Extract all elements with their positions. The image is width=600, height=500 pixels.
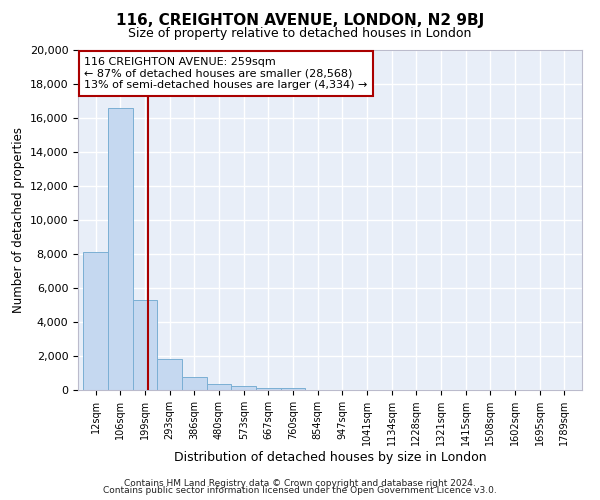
- Bar: [157, 360, 182, 390]
- Bar: [83, 252, 108, 390]
- Text: Contains HM Land Registry data © Crown copyright and database right 2024.: Contains HM Land Registry data © Crown c…: [124, 478, 476, 488]
- Text: Size of property relative to detached houses in London: Size of property relative to detached ho…: [128, 28, 472, 40]
- X-axis label: Distribution of detached houses by size in London: Distribution of detached houses by size …: [173, 451, 487, 464]
- Bar: [133, 300, 157, 390]
- Text: 116 CREIGHTON AVENUE: 259sqm
← 87% of detached houses are smaller (28,568)
13% o: 116 CREIGHTON AVENUE: 259sqm ← 87% of de…: [84, 57, 367, 90]
- Bar: [256, 388, 281, 390]
- Bar: [207, 384, 232, 390]
- Text: Contains public sector information licensed under the Open Government Licence v3: Contains public sector information licen…: [103, 486, 497, 495]
- Text: 116, CREIGHTON AVENUE, LONDON, N2 9BJ: 116, CREIGHTON AVENUE, LONDON, N2 9BJ: [116, 12, 484, 28]
- Bar: [108, 108, 133, 390]
- Y-axis label: Number of detached properties: Number of detached properties: [13, 127, 25, 313]
- Bar: [232, 386, 256, 390]
- Bar: [182, 378, 207, 390]
- Bar: [281, 388, 305, 390]
